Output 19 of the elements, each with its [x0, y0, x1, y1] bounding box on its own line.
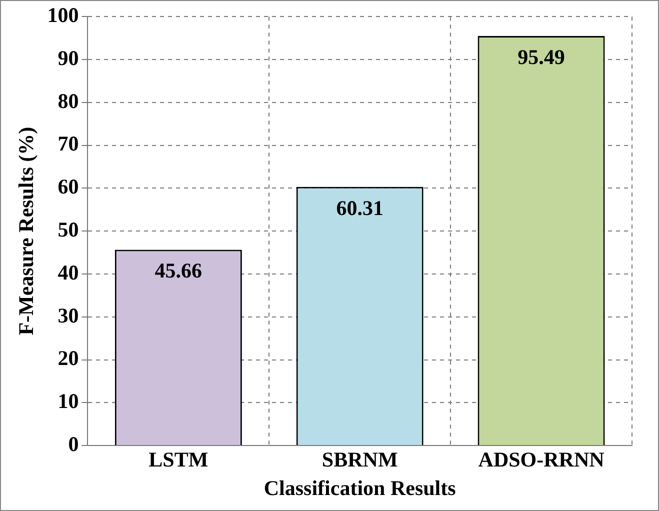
y-tick-label: 50: [58, 218, 79, 242]
y-axis-title: F-Measure Results (%): [14, 126, 38, 336]
y-tick-label: 20: [58, 346, 79, 370]
y-tick-label: 100: [47, 3, 79, 28]
y-tick-label: 90: [58, 46, 79, 70]
data-label: 95.49: [518, 44, 565, 69]
y-tick-label: 10: [58, 389, 79, 414]
data-label: 45.66: [154, 258, 202, 283]
y-tick-label: 70: [58, 132, 79, 156]
y-tick-label: 0: [68, 432, 79, 456]
x-tick-label: ADSO-RRNN: [478, 448, 604, 472]
x-tick-label: SBRNM: [322, 448, 398, 472]
x-axis-title: Classification Results: [264, 476, 456, 500]
y-tick-label: 80: [58, 88, 79, 113]
x-tick-label: LSTM: [148, 448, 208, 472]
y-tick-label: 60: [58, 174, 79, 199]
data-label: 60.31: [336, 196, 384, 220]
y-tick-label: 30: [58, 303, 79, 328]
y-tick-label: 40: [58, 260, 79, 284]
